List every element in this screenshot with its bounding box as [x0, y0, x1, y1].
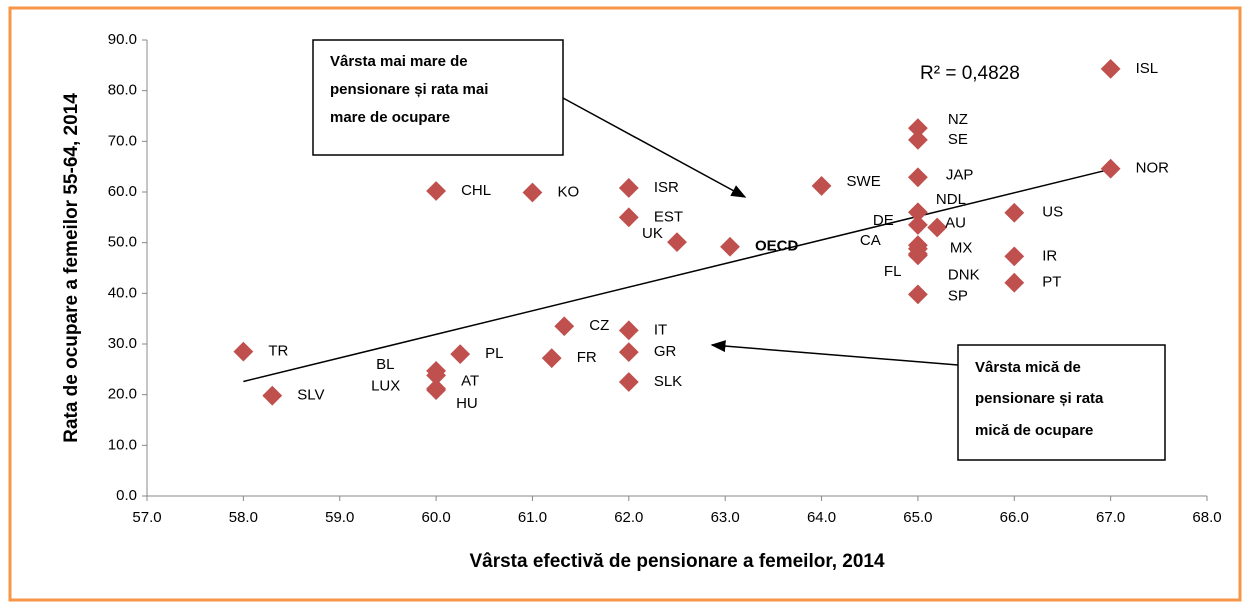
annotation-text: Vârsta mai mare de	[330, 53, 468, 70]
y-axis-label: Rata de ocupare a femeilor 55-64, 2014	[61, 93, 82, 443]
annotation-box	[957, 344, 1166, 461]
y-tick-label: 50.0	[108, 234, 137, 251]
point-label: PL	[485, 345, 503, 362]
point	[541, 348, 562, 369]
point	[426, 365, 446, 386]
y-tick-label: 30.0	[108, 335, 137, 352]
point-label: US	[1042, 204, 1063, 221]
point-label: UK	[642, 225, 663, 242]
point	[908, 167, 928, 188]
annotation-text: pensionare și rata mai	[330, 81, 488, 98]
x-tick-label: 59.0	[325, 509, 354, 526]
x-tick-label: 67.0	[1096, 509, 1125, 526]
frame	[8, 6, 1242, 602]
point-label: CZ	[589, 317, 609, 334]
point	[1100, 58, 1121, 79]
y-tick-label: 10.0	[108, 436, 137, 453]
point	[1100, 158, 1121, 179]
point	[1004, 246, 1025, 267]
arrow	[710, 340, 959, 366]
point	[522, 182, 543, 203]
point	[667, 232, 687, 253]
y-tick-label: 90.0	[108, 31, 137, 48]
point-label: SWE	[847, 173, 881, 190]
point-label: CHL	[461, 182, 491, 199]
point-label: GR	[654, 343, 677, 360]
point-label: DE	[873, 212, 894, 229]
point	[554, 316, 575, 337]
point-label: SE	[948, 131, 968, 148]
point	[450, 344, 471, 365]
point-label: NDL	[936, 191, 966, 208]
y-tick-label: 0.0	[116, 487, 137, 504]
point	[927, 217, 948, 238]
point	[618, 342, 639, 363]
annotation-text: pensionare și rata	[975, 390, 1104, 407]
x-tick-label: 61.0	[518, 509, 547, 526]
point-label: KO	[557, 183, 579, 200]
point-label: LUX	[371, 378, 400, 395]
x-tick-label: 62.0	[614, 509, 643, 526]
point-label: FL	[884, 263, 902, 280]
point-label: FR	[577, 349, 597, 366]
x-tick-label: 68.0	[1192, 509, 1221, 526]
annotation-text: mare de ocupare	[330, 109, 450, 126]
x-tick-label: 66.0	[1000, 509, 1029, 526]
point	[908, 284, 928, 305]
point	[618, 207, 639, 228]
y-tick-label: 70.0	[108, 132, 137, 149]
point	[811, 176, 832, 196]
point-label: TR	[268, 343, 288, 360]
point-label: IR	[1042, 247, 1057, 264]
point	[233, 341, 254, 362]
y-tick-label: 60.0	[108, 183, 137, 200]
point-label: OECD	[755, 238, 799, 255]
point	[426, 380, 446, 401]
point-label: MX	[950, 240, 973, 257]
point-label: AT	[461, 372, 479, 389]
point-label: AU	[945, 214, 966, 231]
point	[908, 129, 928, 150]
point	[1004, 272, 1025, 293]
point-label: NZ	[948, 111, 968, 128]
point-label: CA	[860, 232, 881, 249]
point-label: ISL	[1136, 60, 1159, 77]
y-tick-label: 80.0	[108, 82, 137, 99]
point-label: ISR	[654, 179, 679, 196]
x-tick-label: 64.0	[807, 509, 836, 526]
point-label: EST	[654, 208, 683, 225]
point	[262, 385, 283, 406]
point	[618, 372, 639, 392]
arrow	[562, 97, 747, 198]
point	[426, 181, 446, 201]
point-label: BL	[376, 356, 394, 373]
x-tick-label: 60.0	[421, 509, 450, 526]
trendline	[243, 168, 1111, 383]
annotation-text: Vârsta mică de	[975, 359, 1081, 376]
x-tick-label: 58.0	[229, 509, 258, 526]
point-label: NOR	[1136, 160, 1170, 177]
point-label: PT	[1042, 274, 1061, 291]
x-tick-label: 65.0	[903, 509, 932, 526]
x-axis-label: Vârsta efectivă de pensionare a femeilor…	[469, 551, 884, 572]
point-label: IT	[654, 321, 667, 338]
x-tick-label: 63.0	[711, 509, 740, 526]
point-label: SLK	[654, 373, 682, 390]
point	[618, 178, 639, 198]
point	[1004, 202, 1025, 223]
point-label: JAP	[946, 166, 974, 183]
annotation-text: mică de ocupare	[975, 422, 1093, 439]
point-label: HU	[456, 395, 478, 412]
point-label: SLV	[297, 387, 324, 404]
point	[618, 320, 639, 341]
x-tick-label: 57.0	[132, 509, 161, 526]
y-tick-label: 20.0	[108, 386, 137, 403]
point-label: DNK	[948, 266, 980, 283]
annotation-box	[312, 39, 564, 156]
r-squared: R² = 0,4828	[920, 63, 1020, 84]
y-tick-label: 40.0	[108, 284, 137, 301]
point-label: SP	[948, 287, 968, 304]
point	[720, 236, 740, 257]
